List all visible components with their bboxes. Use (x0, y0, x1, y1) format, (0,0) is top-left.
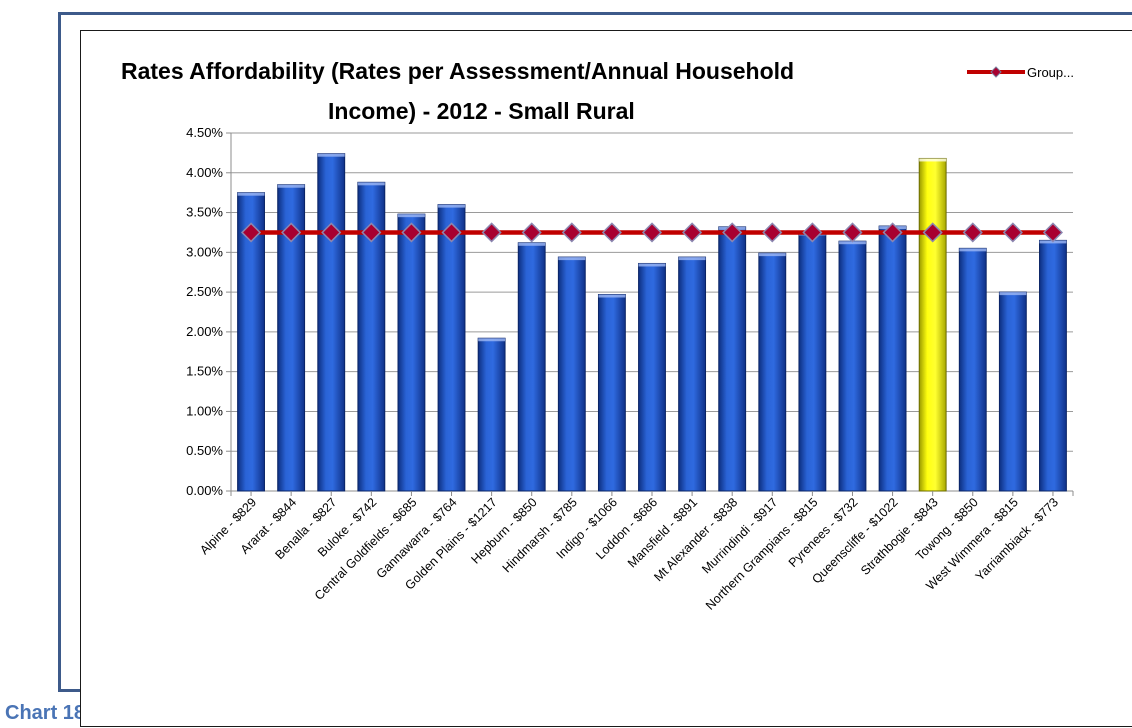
average-marker (561, 222, 582, 243)
bar-top-bevel (638, 263, 666, 267)
average-marker (601, 222, 622, 243)
average-marker (401, 222, 422, 243)
x-tick-label: Mansfield - $891 (625, 495, 700, 570)
bar-top-bevel (999, 292, 1027, 296)
bar (557, 256, 586, 492)
average-marker (361, 222, 382, 243)
bar (477, 337, 506, 492)
bar-top-bevel (277, 184, 305, 188)
bar-top-bevel (839, 241, 866, 245)
y-tick-label: 3.00% (186, 244, 223, 259)
average-marker (922, 222, 943, 243)
x-tick-label: Murrindindi - $917 (699, 495, 780, 576)
average-marker (321, 222, 342, 243)
average-marker (802, 222, 823, 243)
bar-top-bevel (518, 242, 546, 246)
bar-top-bevel (438, 204, 465, 208)
chart-container: Rates Affordability (Rates per Assessmen… (80, 30, 1132, 727)
y-tick-label: 1.00% (186, 403, 223, 418)
average-marker (722, 222, 743, 243)
bar-top-bevel (959, 248, 987, 252)
y-tick-label: 0.00% (186, 483, 223, 498)
bar (758, 252, 787, 492)
y-tick-label: 3.50% (186, 205, 223, 220)
average-marker (521, 222, 542, 243)
bar (998, 291, 1027, 492)
average-marker (882, 222, 903, 243)
average-marker (1002, 222, 1023, 243)
bar (517, 242, 546, 492)
bar (437, 204, 466, 492)
bar-top-bevel (397, 214, 425, 218)
legend-marker-swatch (990, 66, 1002, 78)
chart-caption: Chart 18: Rates Affordability Small Rura… (5, 702, 80, 724)
chart-title-line-1: Rates Affordability (Rates per Assessmen… (121, 58, 794, 84)
average-marker (641, 222, 663, 243)
bar-top-bevel (237, 192, 265, 196)
average-marker (441, 222, 462, 243)
bar-top-bevel (558, 257, 586, 261)
legend-label: Group... (1027, 65, 1074, 80)
bar (597, 293, 626, 492)
x-tick-label: Hindmarsh - $785 (500, 495, 580, 575)
average-marker (682, 222, 703, 243)
bar (317, 153, 346, 492)
average-marker (240, 222, 262, 243)
average-marker (762, 222, 783, 243)
bar-top-bevel (919, 158, 947, 162)
bar (397, 213, 426, 492)
x-tick-label: Pyrenees - $732 (786, 495, 861, 570)
bar-top-bevel (478, 338, 506, 342)
bar (878, 225, 907, 492)
y-tick-label: 2.50% (186, 284, 223, 299)
bar-top-bevel (758, 253, 786, 257)
y-tick-label: 4.00% (186, 165, 223, 180)
bar (638, 262, 666, 492)
average-marker (1042, 222, 1064, 243)
bar-top-bevel (678, 257, 706, 261)
y-tick-label: 2.00% (186, 324, 223, 339)
chart-legend: Group... (967, 65, 1074, 80)
bar (958, 247, 987, 492)
chart-title-line-2: Income) - 2012 - Small Rural (328, 98, 635, 124)
bar-top-bevel (598, 294, 626, 298)
bar-top-bevel (357, 182, 385, 186)
bar (798, 231, 827, 492)
y-tick-label: 0.50% (186, 443, 223, 458)
y-tick-label: 4.50% (186, 125, 223, 140)
bar (918, 157, 947, 492)
bar (678, 256, 707, 492)
average-marker (281, 222, 302, 243)
bar (838, 240, 867, 492)
bar (718, 226, 747, 492)
chart-svg: Rates Affordability (Rates per Assessmen… (121, 58, 1074, 613)
bar-top-bevel (317, 153, 345, 157)
average-marker (842, 222, 863, 243)
bar (1039, 239, 1067, 492)
y-tick-label: 1.50% (186, 364, 223, 379)
average-marker (481, 222, 502, 243)
average-marker (962, 222, 983, 243)
